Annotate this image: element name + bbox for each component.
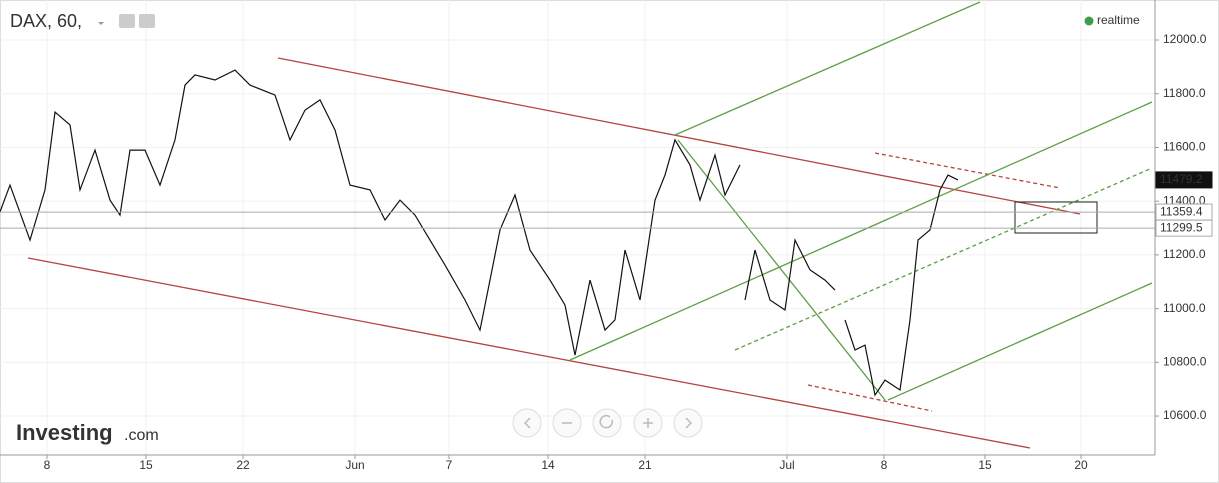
x-tick-label: 22: [236, 458, 250, 472]
rectangle-drawing: [1014, 201, 1098, 234]
x-tick-label: 8: [881, 458, 888, 472]
zoom-icons: [523, 414, 693, 429]
y-tick-label: 10600.0: [1163, 408, 1207, 422]
eye-icon[interactable]: [119, 14, 135, 28]
x-tick-label: 15: [139, 458, 153, 472]
price-marker: [1155, 219, 1213, 237]
y-tick-label: 10800.0: [1163, 355, 1207, 369]
scroll-left-button[interactable]: [512, 408, 542, 438]
x-tick-label: 20: [1074, 458, 1088, 472]
price-marker-label: 11299.5: [1160, 220, 1203, 234]
status-dot: [1084, 16, 1094, 26]
watermark: Investing: [16, 420, 113, 445]
pitchfork-handle: [677, 139, 886, 401]
dropdown-icon: [98, 22, 104, 25]
scroll-right-button[interactable]: [673, 408, 703, 438]
price-marker-label: 11479.2: [1160, 172, 1203, 186]
x-tick-label: Jul: [779, 458, 794, 472]
trend-line: [807, 384, 933, 412]
x-tick-label: 14: [541, 458, 555, 472]
y-tick-label: 11000.0: [1163, 301, 1206, 315]
status-text: realtime: [1097, 13, 1140, 27]
pitchfork-line: [887, 282, 1153, 401]
reset-button[interactable]: [592, 408, 622, 438]
trend-line: [277, 57, 1081, 215]
x-tick-label: 7: [446, 458, 453, 472]
x-tick-label: 21: [638, 458, 652, 472]
trend-line: [27, 257, 1031, 449]
settings-icon[interactable]: [139, 14, 155, 28]
pitchfork-line: [674, 1, 981, 136]
grid: [0, 0, 1155, 455]
x-tick-label: 8: [44, 458, 51, 472]
price-marker: [1155, 171, 1213, 189]
x-tick-label: 15: [978, 458, 992, 472]
price-marker-label: 11359.4: [1160, 204, 1203, 218]
y-tick-label: 11600.0: [1163, 140, 1206, 154]
watermark: .com: [124, 427, 159, 444]
y-tick-label: 12000.0: [1163, 32, 1207, 46]
trend-line: [874, 152, 1061, 189]
price-line: [0, 69, 959, 397]
y-tick-label: 11200.0: [1163, 247, 1206, 261]
y-tick-label: 11800.0: [1163, 86, 1206, 100]
chart-title: DAX, 60,: [10, 11, 82, 31]
drawings: [27, 1, 1153, 449]
x-tick-label: Jun: [345, 458, 364, 472]
plot: [0, 69, 1155, 397]
pitchfork-line: [734, 167, 1153, 351]
pitchfork-line: [569, 101, 1153, 361]
